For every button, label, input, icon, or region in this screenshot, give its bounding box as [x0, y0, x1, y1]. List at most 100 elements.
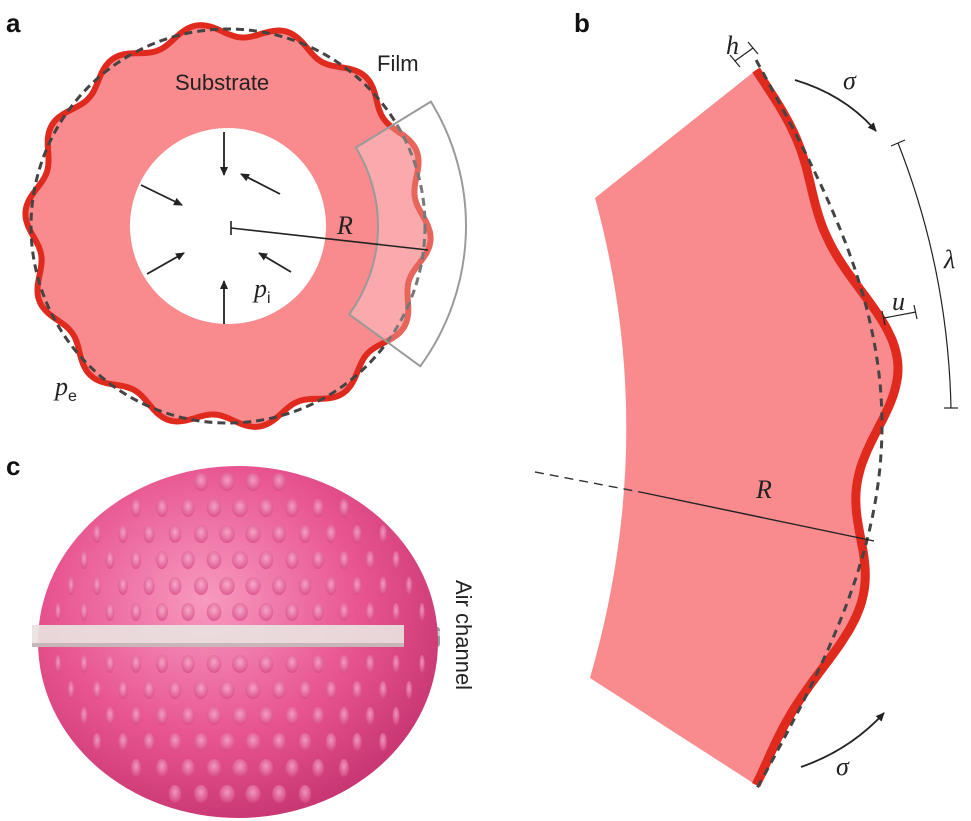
dimple [325, 681, 337, 699]
dimple [379, 577, 387, 595]
dimple [325, 733, 337, 751]
dimple [219, 733, 235, 751]
dimple [339, 499, 349, 517]
dimple [206, 655, 222, 673]
dimple [392, 655, 400, 673]
dimple [194, 473, 208, 491]
dimple [339, 655, 349, 673]
dimple [379, 733, 387, 751]
dimple [325, 577, 337, 595]
dimple [130, 759, 142, 777]
dimple [219, 785, 235, 803]
dimple [352, 733, 362, 751]
dimple [352, 681, 362, 699]
dimple [232, 603, 248, 621]
center-axis-dashed [534, 471, 641, 493]
pressure-arrow-2 [240, 173, 281, 195]
dimple [80, 707, 88, 725]
dimple [392, 707, 400, 725]
dimple [405, 681, 413, 699]
dimple [130, 499, 142, 517]
dimple [352, 525, 362, 543]
dimple [168, 525, 182, 543]
dimple [245, 681, 261, 699]
dimple [156, 655, 168, 673]
dimple [405, 577, 413, 595]
dimple [232, 759, 248, 777]
amplitude-dim-cap-1 [881, 310, 886, 326]
dimple [419, 655, 425, 673]
dimple [339, 707, 349, 725]
thickness-label: h [726, 31, 739, 60]
panel-b-letter: b [574, 8, 590, 38]
dimple [194, 785, 208, 803]
dimple [352, 577, 362, 595]
dimple [80, 551, 88, 569]
pressure-arrow-6 [140, 184, 183, 206]
sphere-equator-band [32, 625, 404, 647]
panel-c-letter: c [6, 451, 20, 481]
wavelength-label: λ [943, 245, 955, 274]
dimple [312, 707, 324, 725]
stress-label-bottom: σ [836, 752, 850, 781]
dimple [206, 759, 222, 777]
dimple [206, 707, 222, 725]
thickness-dim-cap-2 [747, 41, 759, 55]
dimple [312, 655, 324, 673]
dimple [194, 577, 208, 595]
reference-circle-dashed [29, 27, 427, 425]
dimple [392, 603, 400, 621]
dimple [219, 473, 235, 491]
dimple [245, 577, 261, 595]
dimple [379, 525, 387, 543]
film-label: Film [377, 51, 419, 76]
pressure-arrow-3 [258, 252, 292, 273]
dimple [339, 759, 349, 777]
dimple [325, 525, 337, 543]
dimple [156, 759, 168, 777]
panel-a-letter: a [6, 8, 21, 38]
dimple [219, 525, 235, 543]
stress-arrow-bottom [800, 712, 885, 768]
dimple [312, 759, 324, 777]
dimple [339, 551, 349, 569]
dimple [258, 759, 274, 777]
dimple [272, 733, 286, 751]
dimple [156, 603, 168, 621]
sector-substrate [590, 70, 898, 785]
dimple [194, 733, 208, 751]
dimple [285, 551, 299, 569]
dimple [298, 577, 312, 595]
dimple [130, 603, 142, 621]
dimple [181, 707, 195, 725]
substrate-label: Substrate [175, 70, 269, 95]
dimple [143, 525, 155, 543]
dimple [365, 707, 375, 725]
dimple [118, 525, 128, 543]
thickness-dim-line [734, 47, 754, 62]
wrinkled-film [22, 22, 434, 430]
dimple [130, 551, 142, 569]
dimple [339, 603, 349, 621]
dimple [258, 551, 274, 569]
dimple [92, 577, 102, 595]
dimple [232, 707, 248, 725]
dimple [285, 499, 299, 517]
dimple [143, 733, 155, 751]
dimple [80, 603, 88, 621]
dimple [272, 577, 286, 595]
dimple [272, 473, 286, 491]
dimple [258, 707, 274, 725]
dimple [67, 577, 75, 595]
radius-label-b: R [755, 475, 772, 504]
radius-label-a: R [336, 211, 353, 240]
dimple [298, 681, 312, 699]
radius-line-b [639, 491, 875, 542]
dimple [312, 603, 324, 621]
dimple [181, 655, 195, 673]
dimple [92, 525, 102, 543]
dimple [181, 499, 195, 517]
dimple [365, 551, 375, 569]
dimple [194, 681, 208, 699]
